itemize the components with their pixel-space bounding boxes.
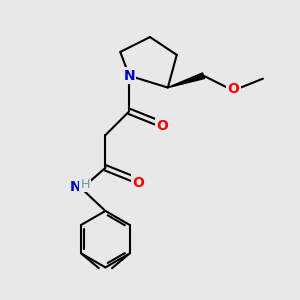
Text: O: O [156,119,168,133]
Text: N: N [123,69,135,83]
Text: O: O [132,176,144,190]
Text: H: H [80,178,90,191]
Polygon shape [168,73,204,88]
Text: O: O [227,82,239,96]
Text: N: N [69,180,81,194]
